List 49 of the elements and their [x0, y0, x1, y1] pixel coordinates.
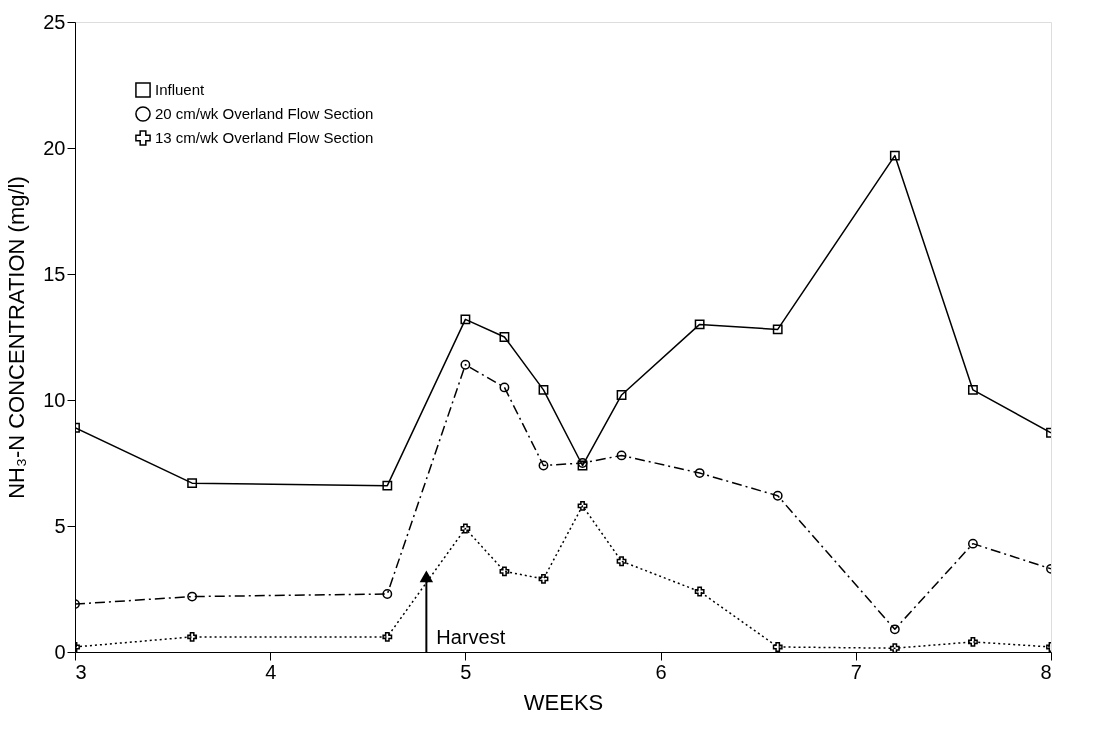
- point: [499, 566, 510, 577]
- legend-label: 20 cm/wk Overland Flow Section: [155, 105, 374, 122]
- x-tick-label: 8: [1040, 660, 1052, 683]
- point: [499, 382, 510, 393]
- point: [772, 642, 783, 652]
- legend-label: 13 cm/wk Overland Flow Section: [155, 129, 374, 146]
- point: [616, 450, 627, 461]
- point: [460, 314, 471, 325]
- point: [889, 624, 900, 635]
- point: [616, 556, 627, 567]
- point: [889, 643, 900, 652]
- y-tick-label: 5: [54, 514, 66, 537]
- x-tick-label: 7: [850, 660, 862, 683]
- point: [694, 468, 705, 478]
- point: [772, 490, 783, 501]
- y-tick-label: 25: [43, 10, 66, 33]
- y-axis-title: NH₃-N CONCENTRATION (mg/l): [4, 176, 30, 499]
- legend-label: Influent: [155, 81, 206, 98]
- point: [967, 384, 978, 395]
- point: [889, 150, 900, 161]
- point: [694, 319, 705, 330]
- y-tick-label: 20: [43, 136, 66, 159]
- point: [382, 480, 393, 491]
- annotation: Harvest: [436, 626, 506, 648]
- point: [187, 631, 198, 642]
- point: [382, 589, 393, 599]
- x-axis-title: WEEKS: [523, 689, 604, 715]
- point: [187, 591, 198, 602]
- point: [187, 478, 198, 489]
- point: [967, 538, 978, 549]
- x-tick-label: 5: [460, 660, 472, 683]
- point: [538, 460, 549, 471]
- point: [460, 359, 471, 370]
- point: [382, 631, 393, 642]
- point: [499, 332, 510, 342]
- point: [772, 324, 783, 335]
- point: [616, 390, 627, 400]
- point: [460, 523, 471, 534]
- y-tick-label: 0: [54, 640, 66, 663]
- x-tick-label: 6: [655, 660, 667, 683]
- point: [694, 586, 705, 597]
- point: [538, 573, 549, 584]
- point: [577, 500, 588, 511]
- x-tick-label: 3: [75, 660, 87, 683]
- point: [967, 636, 978, 647]
- point: [538, 384, 549, 395]
- y-tick-label: 10: [43, 388, 66, 411]
- y-tick-label: 15: [43, 262, 66, 285]
- x-tick-label: 4: [265, 660, 277, 683]
